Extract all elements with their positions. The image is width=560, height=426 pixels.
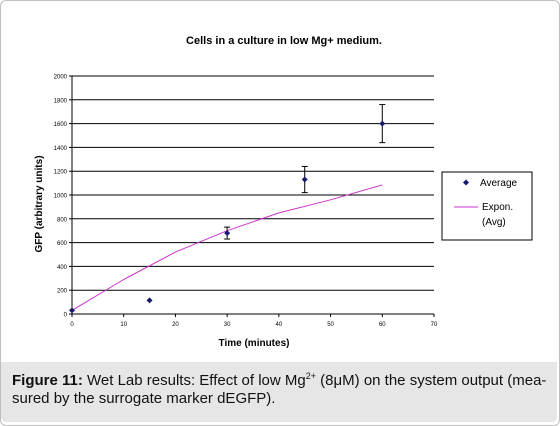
data-point-0 [69,307,75,314]
y-tick-label-400: 400 [57,265,68,271]
caption-text-pre: Wet Lab results: Effect of low Mg [82,372,306,389]
caption-superscript: 2+ [305,371,317,381]
data-point-3 [301,176,308,183]
y-tick-label-1800: 1800 [54,98,68,104]
data-point-1 [146,297,153,304]
chart-svg: Cells in a culture in low Mg+ medium. 0 2… [34,35,533,349]
y-tick-label-2000: 2000 [54,75,68,81]
legend-trend-label-line2: (Avg) [482,217,506,228]
x-tick-label-0: 0 [70,322,74,328]
caption-label: Figure 11: [12,372,83,389]
data-point-2 [224,230,231,237]
x-tick-label-10: 10 [120,322,127,328]
axes [69,75,435,317]
y-tick-label-800: 800 [57,217,68,223]
legend-average-label: Average [480,178,518,189]
y-tick-label-1400: 1400 [54,146,68,152]
y-axis-label: GFP (arbitrary units) [34,155,45,252]
x-tick-label-60: 60 [379,322,386,328]
legend-trend-label-line1: Expon. [482,202,513,213]
y-tick-label-1000: 1000 [54,194,68,200]
x-tick-label-40: 40 [276,322,283,328]
legend-box [441,171,533,241]
chart-title: Cells in a culture in low Mg+ medium. [186,35,382,47]
x-axis-label: Time (minutes) [219,338,290,349]
y-tick-label-200: 200 [57,289,68,295]
y-tick-label-600: 600 [57,241,68,247]
y-tick-label-1600: 1600 [54,122,68,128]
y-tick-label-0: 0 [64,313,68,319]
x-tick-label-70: 70 [431,322,438,328]
data-points [69,104,386,314]
x-tick-label-20: 20 [172,322,179,328]
legend-average-marker [463,179,469,186]
y-tick-labels: 0 200 400 600 800 1000 1200 1400 1600 1800 2000 [54,75,68,319]
caption-band [1,362,557,422]
legend: Average Expon. (Avg) [441,171,533,241]
trendline [71,184,383,311]
grid-lines [72,75,434,291]
caption-text-post: (8μM) on the system output (mea-sured by… [12,372,547,407]
x-tick-labels: 0 10 20 30 40 50 60 70 [70,322,438,328]
data-point-4 [379,120,386,127]
figure-caption: Figure 11: Wet Lab results: Effect of lo… [12,372,548,408]
x-tick-label-50: 50 [327,322,334,328]
chart-panel: Cells in a culture in low Mg+ medium. 0 2… [8,10,552,354]
y-tick-label-1200: 1200 [54,170,68,176]
trendline-path [71,184,383,311]
x-tick-label-30: 30 [224,322,231,328]
